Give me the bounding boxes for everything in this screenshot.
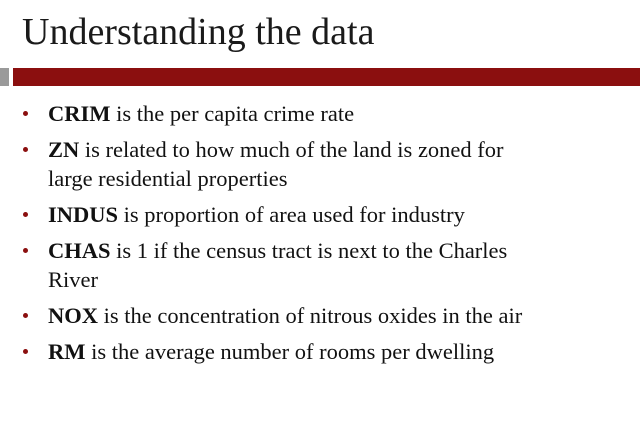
slide-title: Understanding the data (22, 11, 375, 53)
bullet-dot-icon (23, 313, 28, 318)
variable-description: is 1 if the census tract is next to the … (110, 238, 508, 263)
bullet-item-rm: RM is the average number of rooms per dw… (0, 337, 640, 366)
variable-description: is the per capita crime rate (110, 101, 355, 126)
bullet-dot-icon (23, 212, 28, 217)
bullet-item-chas: CHAS is 1 if the census tract is next to… (0, 236, 640, 294)
variable-name: NOX (48, 303, 98, 328)
variable-description: is the concentration of nitrous oxides i… (98, 303, 523, 328)
bullet-item-zn: ZN is related to how much of the land is… (0, 135, 640, 193)
title-accent-bar (13, 68, 640, 86)
title-side-bar (0, 68, 9, 86)
variable-description-continued: River (48, 267, 98, 292)
variable-description: is the average number of rooms per dwell… (85, 339, 495, 364)
variable-name: RM (48, 339, 86, 364)
variable-name: CRIM (48, 101, 111, 126)
bullet-dot-icon (23, 147, 28, 152)
variable-name: CHAS (48, 238, 111, 263)
variable-description: is proportion of area used for industry (118, 202, 465, 227)
variable-description-continued: large residential properties (48, 166, 288, 191)
variable-name: ZN (48, 137, 80, 162)
variable-description: is related to how much of the land is zo… (79, 137, 504, 162)
variable-name: INDUS (48, 202, 119, 227)
bullet-dot-icon (23, 111, 28, 116)
bullet-item-nox: NOX is the concentration of nitrous oxid… (0, 301, 640, 330)
bullet-dot-icon (23, 248, 28, 253)
bullet-dot-icon (23, 349, 28, 354)
bullet-item-indus: INDUS is proportion of area used for ind… (0, 200, 640, 229)
bullet-list: CRIM is the per capita crime rate ZN is … (0, 99, 640, 373)
bullet-item-crim: CRIM is the per capita crime rate (0, 99, 640, 128)
